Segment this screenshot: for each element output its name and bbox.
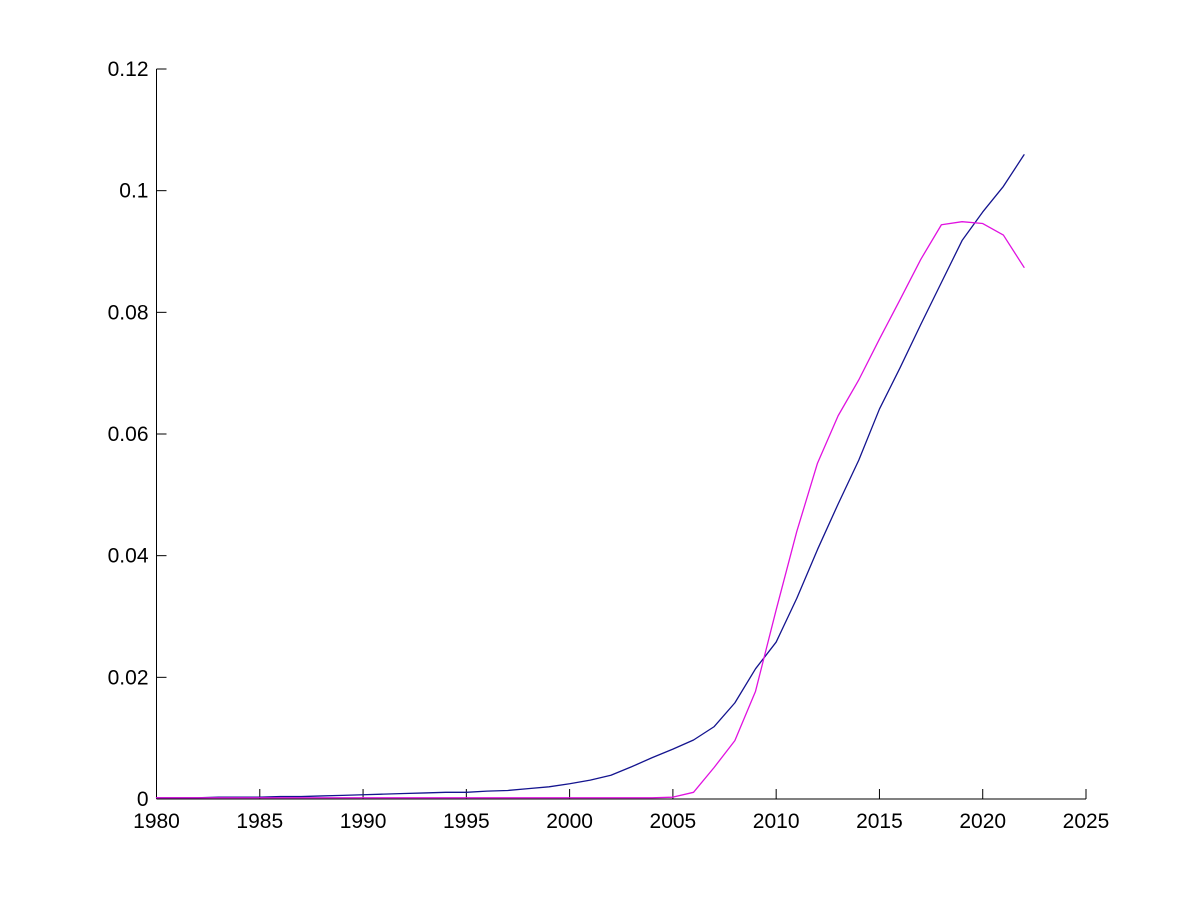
y-tick-label-0.06: 0.06 bbox=[108, 423, 149, 446]
x-tick-label-1995: 1995 bbox=[443, 810, 490, 833]
y-tick-label-0: 0 bbox=[137, 788, 149, 811]
y-tick-label-0.1: 0.1 bbox=[119, 180, 148, 203]
y-tick-label-0.02: 0.02 bbox=[108, 666, 149, 689]
y-tick-label-0.08: 0.08 bbox=[108, 301, 149, 324]
x-tick-label-2000: 2000 bbox=[546, 810, 593, 833]
x-tick-label-2010: 2010 bbox=[753, 810, 800, 833]
x-tick-label-1985: 1985 bbox=[236, 810, 283, 833]
y-tick-label-0.04: 0.04 bbox=[108, 545, 149, 568]
y-tick-label-0.12: 0.12 bbox=[108, 58, 149, 81]
magenta-series-line bbox=[155, 221, 1025, 799]
x-tick-label-1990: 1990 bbox=[340, 810, 387, 833]
x-tick-label-2020: 2020 bbox=[959, 810, 1006, 833]
x-tick-label-2025: 2025 bbox=[1063, 810, 1110, 833]
dark-blue-series-line bbox=[155, 154, 1025, 799]
x-tick-label-1980: 1980 bbox=[133, 810, 180, 833]
x-tick-label-2015: 2015 bbox=[856, 810, 903, 833]
x-tick-label-2005: 2005 bbox=[650, 810, 697, 833]
